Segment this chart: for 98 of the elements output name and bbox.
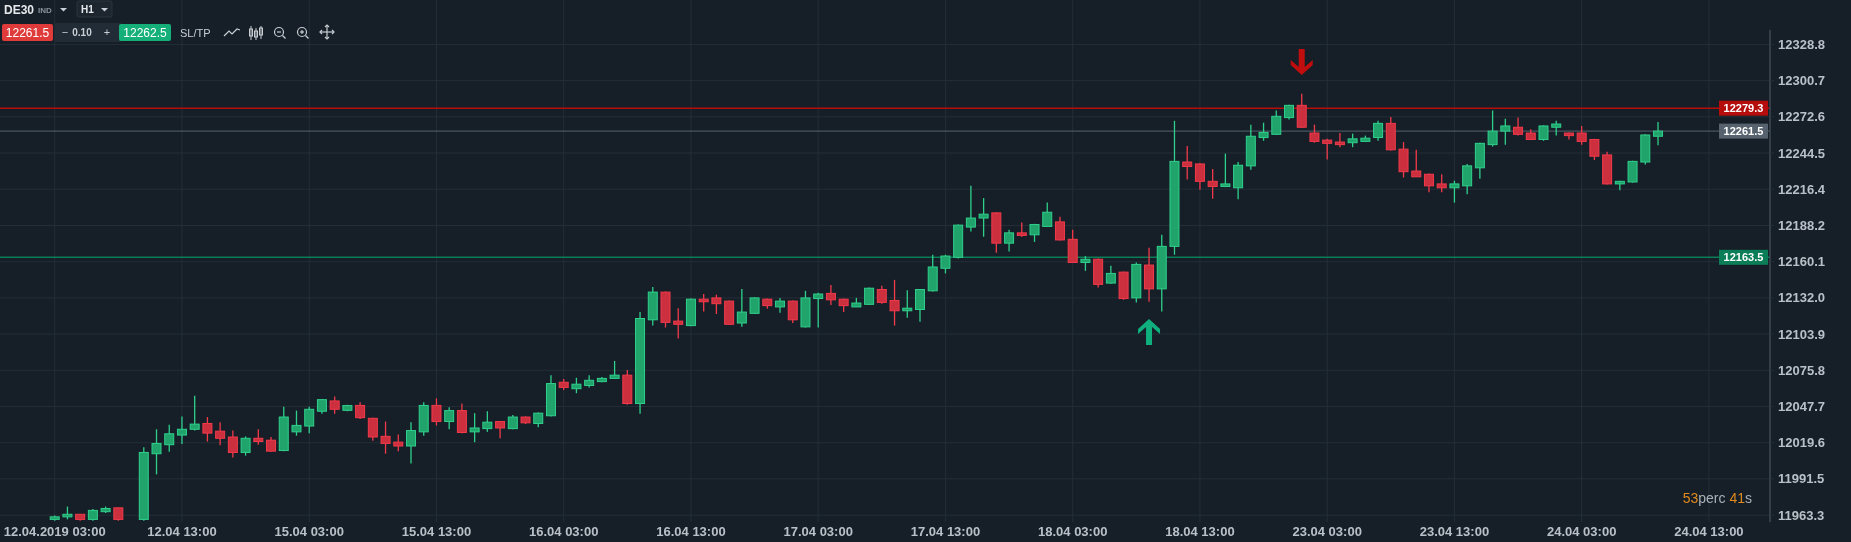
candlestick — [1233, 161, 1244, 201]
candlestick — [813, 292, 824, 329]
y-tick-label: 12160.1 — [1778, 254, 1825, 270]
candlestick — [673, 307, 684, 340]
candlestick — [1398, 141, 1409, 179]
candlestick — [1144, 247, 1155, 303]
y-tick-label: 12272.6 — [1778, 109, 1825, 125]
candlestick — [1309, 124, 1320, 144]
candlestick — [482, 410, 493, 433]
candlestick — [1182, 145, 1193, 181]
y-tick-label: 11991.5 — [1778, 471, 1825, 487]
candlestick — [736, 288, 747, 328]
x-tick-label: 18.04 03:00 — [1037, 524, 1108, 539]
ref-line-label: 12279.3 — [1723, 102, 1764, 115]
candlestick — [291, 409, 302, 437]
candlestick — [215, 421, 226, 447]
x-tick-label: 24.04 13:00 — [1674, 524, 1744, 539]
candlestick — [825, 284, 836, 306]
y-tick-label: 12244.5 — [1778, 145, 1825, 161]
candlestick — [724, 299, 735, 326]
ref-line-label: 12163.5 — [1723, 251, 1764, 264]
text: H1 — [81, 4, 95, 15]
candlestick — [444, 406, 455, 430]
candlestick — [380, 420, 391, 455]
candlestick — [1653, 121, 1664, 146]
y-tick-label: 12132.0 — [1778, 290, 1825, 306]
ref-line-label: 12261.5 — [1723, 125, 1764, 138]
x-tick-label: 12.04 13:00 — [147, 524, 217, 539]
candlestick — [1462, 163, 1473, 195]
candlestick — [1513, 116, 1524, 137]
candlestick — [1373, 120, 1384, 142]
candlestick — [1054, 216, 1065, 242]
y-tick-label: 11963.3 — [1778, 507, 1825, 523]
y-tick-label: 12188.2 — [1778, 218, 1825, 234]
annotation: + — [103, 26, 111, 38]
candlestick — [927, 254, 938, 293]
annotation: − — [61, 26, 69, 38]
annotation: 12262.5 — [123, 26, 168, 40]
candlestick — [227, 429, 238, 459]
candlestick — [1411, 149, 1422, 178]
y-tick-label: 12047.7 — [1778, 398, 1825, 414]
candlestick — [176, 415, 187, 445]
candlestick — [240, 435, 251, 457]
candlestick — [914, 288, 925, 323]
candlestick — [965, 185, 976, 233]
candlestick — [978, 197, 989, 238]
text: DE30 — [4, 3, 35, 17]
x-tick-label: 17.04 03:00 — [783, 524, 853, 539]
x-tick-label: 16.04 03:00 — [529, 524, 599, 539]
x-tick-label: 23.04 13:00 — [1419, 524, 1490, 539]
annotation: 0.10 — [72, 27, 93, 38]
candlestick — [1296, 93, 1307, 129]
candlestick — [431, 397, 442, 427]
candlestick — [1194, 162, 1205, 191]
candlestick — [787, 299, 798, 324]
x-tick-label: 15.04 03:00 — [274, 524, 344, 539]
candlestick — [1004, 228, 1015, 253]
y-tick-label: 12300.7 — [1778, 73, 1825, 89]
candlestick — [876, 285, 887, 305]
annotation: 12261.5 — [5, 26, 50, 40]
x-tick-label: 16.04 13:00 — [656, 524, 726, 539]
y-tick-label: 12075.8 — [1778, 362, 1825, 378]
y-tick-label: 12216.4 — [1778, 181, 1826, 197]
candlestick — [202, 416, 213, 443]
x-tick-label: 24.04 03:00 — [1546, 524, 1617, 539]
candlestick — [1271, 109, 1282, 136]
candlestick — [1105, 265, 1116, 285]
candlestick — [1436, 173, 1447, 193]
candlestick — [1576, 125, 1587, 146]
annotation: SL/TP — [180, 27, 211, 39]
annotation: 53perc 41s — [1682, 490, 1752, 506]
x-tick-label: 15.04 13:00 — [401, 524, 472, 539]
candlestick — [189, 395, 200, 432]
candlestick — [1334, 132, 1345, 148]
y-tick-label: 12328.8 — [1778, 36, 1825, 52]
y-tick-label: 12103.9 — [1778, 326, 1825, 342]
candlestick — [1258, 122, 1269, 142]
candlestick — [711, 294, 722, 315]
candlestick — [1487, 109, 1498, 148]
candlestick — [889, 279, 900, 327]
y-tick-label: 12019.6 — [1778, 435, 1825, 451]
candlestick — [304, 406, 315, 434]
candlestick — [1220, 152, 1231, 188]
candlestick — [151, 428, 162, 475]
candlestick — [1207, 168, 1218, 200]
x-tick-label: 17.04 13:00 — [910, 524, 981, 539]
candlestick — [1449, 180, 1460, 204]
x-tick-label: 23.04 03:00 — [1292, 524, 1362, 539]
x-tick-label: 18.04 13:00 — [1165, 524, 1235, 539]
text: IND — [38, 6, 52, 15]
candlestick — [406, 421, 417, 465]
candlestick — [469, 412, 480, 443]
candlestick — [164, 424, 175, 453]
candlestick — [456, 402, 467, 434]
candlestick — [1067, 228, 1078, 264]
x-tick-label: 12.04.2019 03:00 — [3, 524, 106, 539]
candlestick — [1500, 118, 1511, 146]
candlestick — [1042, 201, 1053, 228]
